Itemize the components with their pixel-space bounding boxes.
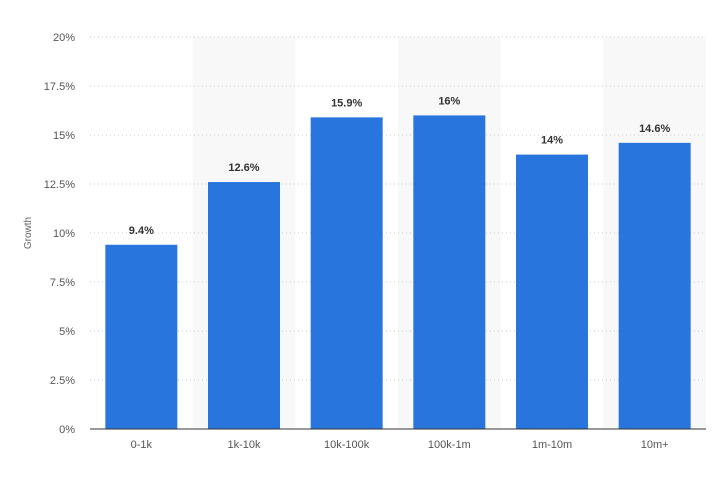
x-tick-label: 100k-1m (428, 439, 471, 451)
data-label: 9.4% (129, 225, 154, 237)
y-tick-label: 10% (53, 228, 75, 240)
x-tick-label: 10k-100k (324, 439, 370, 451)
data-labels: 9.4% 12.6% 15.9% 16% 14% 14.6% (129, 95, 671, 236)
x-axis-ticks: 0-1k 1k-10k 10k-100k 100k-1m 1m-10m 10m+ (131, 439, 669, 451)
y-tick-label: 20% (53, 32, 75, 44)
data-label: 14.6% (639, 123, 670, 135)
x-tick-label: 10m+ (641, 439, 669, 451)
x-tick-label: 1m-10m (532, 439, 572, 451)
bar[interactable] (618, 142, 691, 429)
data-label: 14% (541, 135, 563, 147)
y-axis-ticks: 0% 2.5% 5% 7.5% 10% 12.5% 15% 17.5% 20% (44, 32, 75, 436)
x-tick-label: 1k-10k (227, 439, 261, 451)
bar[interactable] (516, 154, 588, 429)
bar[interactable] (208, 182, 280, 429)
y-tick-label: 12.5% (44, 179, 75, 191)
bar[interactable] (310, 117, 383, 430)
y-axis-title: Growth (23, 217, 34, 249)
data-label: 15.9% (331, 97, 362, 109)
bar[interactable] (413, 115, 486, 430)
data-label: 12.6% (228, 162, 259, 174)
y-tick-label: 0% (59, 424, 75, 436)
y-tick-label: 17.5% (44, 81, 75, 93)
y-tick-label: 7.5% (50, 277, 75, 289)
x-tick-label: 0-1k (131, 439, 153, 451)
y-tick-label: 15% (53, 130, 75, 142)
data-label: 16% (438, 95, 460, 107)
bar[interactable] (105, 244, 178, 429)
gridlines (90, 36, 706, 381)
bars (105, 115, 691, 430)
y-tick-label: 5% (59, 326, 75, 338)
y-tick-label: 2.5% (50, 375, 75, 387)
